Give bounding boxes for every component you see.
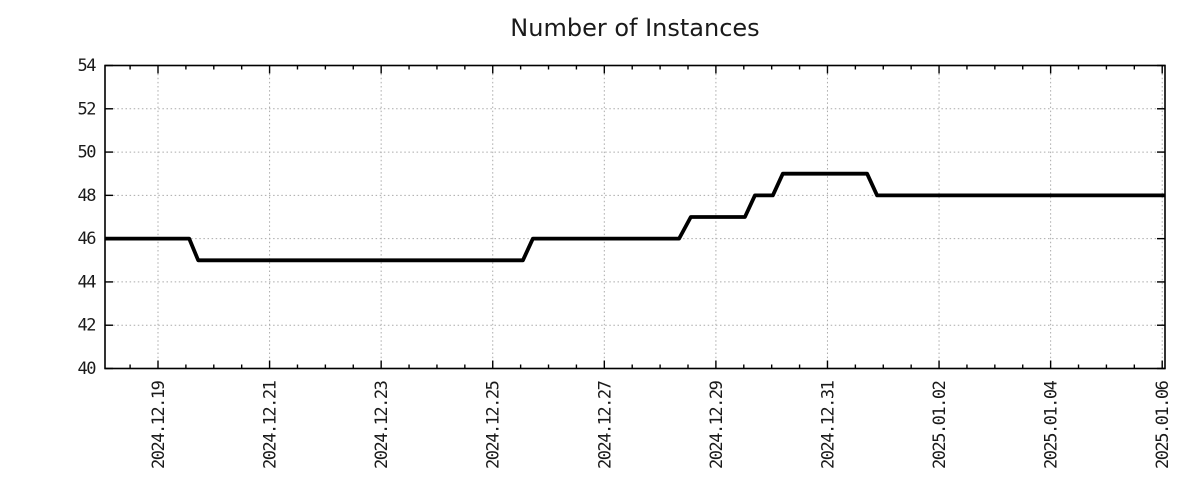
chart-title: Number of Instances [510, 14, 760, 42]
x-tick-label: 2024.12.29 [707, 380, 727, 469]
y-tick-label: 44 [78, 272, 97, 292]
x-tick-label: 2024.12.23 [372, 381, 392, 469]
x-tick-label: 2025.01.06 [1153, 380, 1173, 469]
x-tick-label: 2025.01.02 [930, 381, 950, 469]
series-line [105, 171, 1165, 263]
x-tick-label: 2024.12.21 [261, 380, 281, 469]
x-tick-label: 2025.01.04 [1042, 380, 1062, 469]
x-tick-label: 2024.12.27 [595, 381, 615, 469]
plot-frame [104, 64, 1166, 370]
x-tick-label: 2024.12.25 [484, 381, 504, 469]
y-tick-label: 48 [78, 186, 97, 206]
y-tick-label: 40 [78, 359, 97, 379]
y-tick-label: 54 [78, 56, 97, 76]
y-tick-label: 52 [78, 99, 96, 119]
x-tick-label: 2024.12.19 [149, 380, 169, 469]
x-tick-label: 2024.12.31 [818, 380, 838, 469]
y-tick-label: 42 [78, 316, 96, 336]
y-tick-label: 46 [78, 229, 97, 249]
y-tick-label: 50 [78, 143, 97, 163]
